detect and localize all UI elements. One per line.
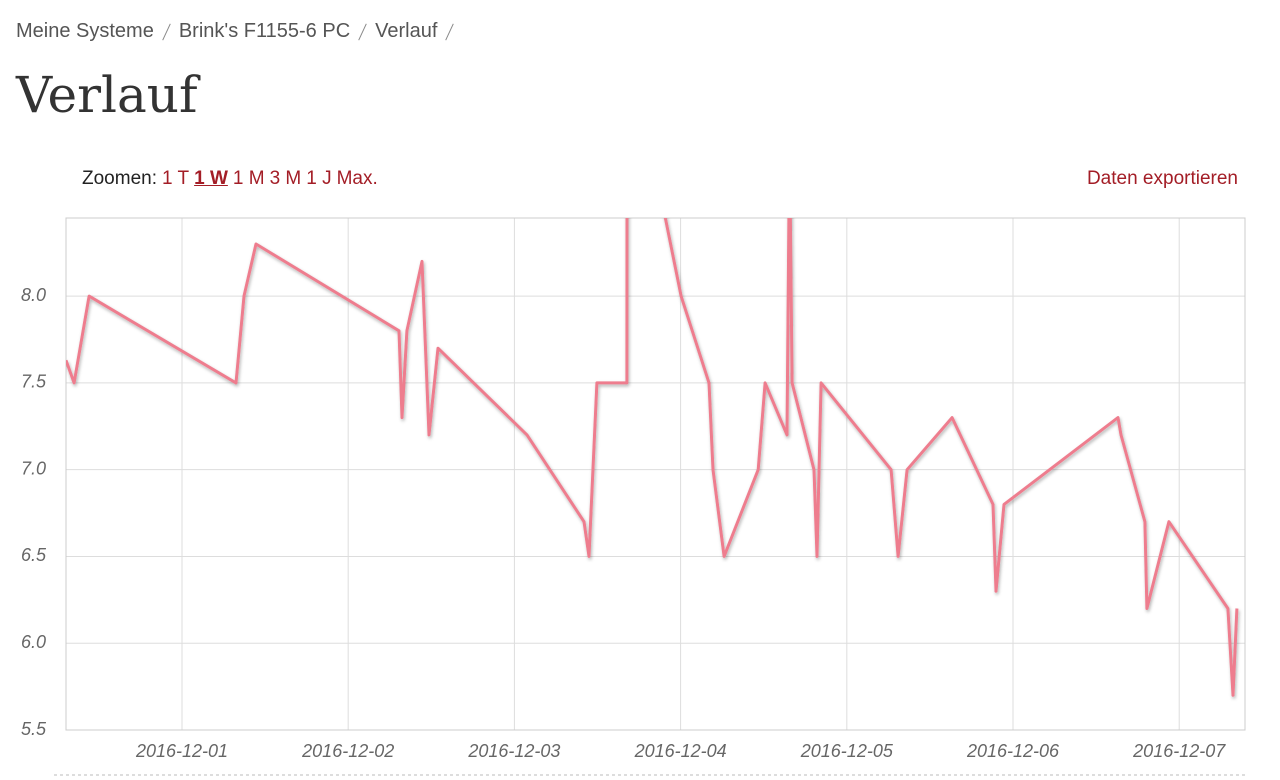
- page-title: Verlauf: [16, 66, 198, 124]
- x-tick-label: 2016-12-01: [135, 741, 228, 761]
- x-tick-label: 2016-12-06: [966, 741, 1060, 761]
- x-tick-label: 2016-12-05: [800, 741, 894, 761]
- y-tick-label: 8.0: [21, 285, 46, 305]
- y-tick-label: 6.0: [21, 632, 46, 652]
- x-tick-label: 2016-12-04: [634, 741, 727, 761]
- x-tick-label: 2016-12-07: [1132, 741, 1226, 761]
- zoom-option[interactable]: 1 M: [232, 168, 265, 189]
- y-tick-label: 5.5: [21, 719, 47, 739]
- export-link[interactable]: Daten exportieren: [1086, 168, 1238, 189]
- breadcrumb-item[interactable]: Meine Systeme: [16, 20, 154, 42]
- zoom-option[interactable]: 1 W: [194, 168, 228, 189]
- breadcrumb-item[interactable]: Brink's F1155-6 PC: [178, 20, 351, 42]
- zoom-label: Zoomen:: [82, 168, 157, 189]
- y-tick-label: 7.5: [21, 372, 47, 392]
- y-tick-label: 7.0: [21, 458, 46, 478]
- zoom-option[interactable]: 1 J: [306, 168, 332, 189]
- breadcrumb-item[interactable]: Verlauf: [375, 20, 438, 42]
- zoom-option[interactable]: 3 M: [269, 168, 302, 189]
- zoom-option[interactable]: Max.: [336, 168, 378, 189]
- zoom-option[interactable]: 1 T: [161, 168, 190, 189]
- plot-border: [65, 217, 1246, 731]
- x-tick-label: 2016-12-03: [467, 741, 560, 761]
- breadcrumb: Meine Systeme Brink's F1155-6 PC Verlauf: [16, 20, 462, 43]
- y-tick-label: 6.5: [21, 545, 47, 565]
- x-tick-label: 2016-12-02: [301, 741, 394, 761]
- data-line: [66, 218, 1239, 697]
